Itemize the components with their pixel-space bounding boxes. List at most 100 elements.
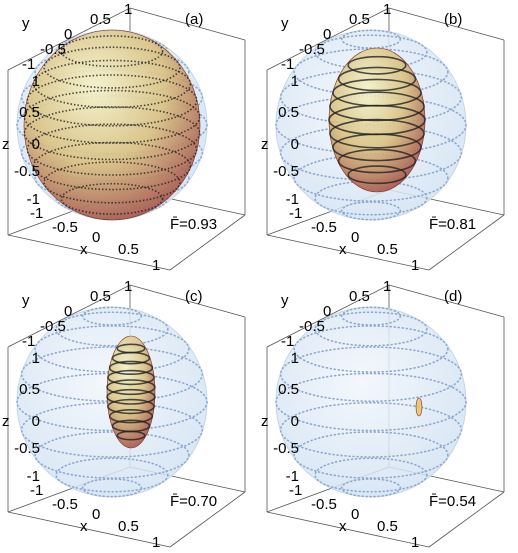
panel-label: (b) — [444, 11, 462, 28]
z-tick-label: -1 — [27, 191, 40, 208]
ellipsoid-ring — [107, 369, 155, 386]
sphere-ring — [314, 457, 428, 493]
ellipsoid-ring — [347, 165, 407, 185]
y-tick-label: 0 — [64, 26, 72, 43]
box-edge — [7, 7, 131, 71]
z-tick-label: 0.5 — [19, 381, 40, 398]
state-ellipsoid — [415, 397, 423, 417]
z-tick-label: -1 — [27, 468, 40, 485]
panel-label: (c) — [185, 288, 203, 305]
ellipsoid-ring — [337, 66, 417, 92]
x-axis-label: x — [80, 518, 88, 535]
panel-label: (a) — [185, 11, 203, 28]
y-tick-label: -0.5 — [40, 318, 66, 335]
box-edge — [428, 214, 505, 271]
ellipsoid-ring — [43, 46, 181, 89]
y-tick-label: 0 — [64, 303, 72, 320]
z-tick-label: -0.5 — [273, 440, 299, 457]
box-edge — [388, 7, 505, 41]
z-axis-label: z — [261, 136, 269, 153]
sphere-ring — [340, 478, 402, 498]
y-tick-label: 0 — [323, 303, 331, 320]
sphere-ring — [55, 311, 169, 347]
y-tick-label: 0.5 — [90, 11, 111, 28]
box-edge — [266, 511, 430, 548]
fidelity: F̄=0.70 — [170, 493, 217, 510]
x-tick-label: 1 — [152, 257, 160, 274]
y-tick-label: 1 — [124, 1, 132, 18]
ellipsoid-ring — [106, 379, 156, 396]
x-tick-label: -0.5 — [52, 219, 78, 236]
x-tick-label: -1 — [30, 482, 43, 499]
x-tick-label: 1 — [152, 534, 160, 551]
y-tick-label: 1 — [124, 278, 132, 295]
x-tick-label: -0.5 — [311, 219, 337, 236]
z-tick-label: 0.5 — [19, 104, 40, 121]
ellipsoid-ring — [108, 360, 154, 376]
y-axis-label: y — [22, 292, 30, 309]
box-edge — [266, 7, 390, 71]
box-edge — [7, 284, 131, 348]
box-edge — [7, 234, 171, 271]
sphere-ring — [340, 306, 402, 326]
y-tick-label: -0.5 — [40, 41, 66, 58]
sphere-ring — [275, 372, 467, 432]
ellipsoid-ring — [60, 35, 164, 68]
ellipsoid-ring — [32, 59, 192, 109]
x-tick-label: -0.5 — [52, 496, 78, 513]
z-tick-label: 1 — [32, 350, 40, 367]
z-tick-label: 0 — [291, 136, 299, 153]
fidelity: F̄=0.54 — [429, 493, 476, 510]
panel-label: (d) — [444, 288, 462, 305]
ellipsoid-ring — [111, 419, 151, 433]
ellipsoid-ring — [347, 55, 407, 75]
y-axis-label: y — [281, 292, 289, 309]
x-tick-label: -1 — [289, 482, 302, 499]
z-tick-label: -0.5 — [14, 440, 40, 457]
sphere-ring — [55, 457, 169, 493]
y-axis-label: y — [281, 15, 289, 32]
y-tick-label: 0.5 — [90, 288, 111, 305]
y-tick-label: 1 — [383, 1, 391, 18]
ellipsoid-ring — [329, 91, 425, 122]
box-edge — [388, 284, 505, 318]
x-axis-label: x — [339, 241, 347, 258]
z-tick-label: -1 — [286, 468, 299, 485]
x-tick-label: 1 — [411, 534, 419, 551]
z-axis-label: z — [2, 413, 10, 430]
ellipsoid-ring — [332, 78, 422, 107]
sphere-ring — [340, 201, 402, 221]
y-tick-label: 1 — [383, 278, 391, 295]
ellipsoid-ring — [26, 123, 198, 176]
box-edge — [266, 234, 430, 271]
ellipsoid-ring — [107, 398, 155, 415]
z-tick-label: 0 — [32, 413, 40, 430]
ellipsoid-ring — [337, 148, 417, 174]
ellipsoid-ring — [26, 74, 198, 127]
ellipsoid-ring — [32, 141, 192, 191]
y-tick-label: -1 — [22, 56, 35, 73]
z-tick-label: -0.5 — [14, 163, 40, 180]
sphere-ring — [20, 346, 204, 403]
sphere-ring — [279, 401, 463, 458]
panel: (a)F̄=0.93yzx-1-0.500.5110.50-0.5-1-1-0.… — [2, 1, 246, 274]
box-edge — [129, 7, 246, 41]
box-edge — [129, 284, 246, 318]
y-axis-label: y — [22, 15, 30, 32]
z-tick-label: 0 — [32, 136, 40, 153]
y-tick-label: -1 — [281, 56, 294, 73]
x-tick-label: 0 — [92, 506, 100, 523]
sphere-ring — [34, 431, 190, 479]
ellipsoid-ring — [116, 343, 146, 354]
box-edge — [169, 214, 246, 271]
z-tick-label: 1 — [291, 350, 299, 367]
ellipsoid-ring — [43, 161, 181, 204]
panel: (b)F̄=0.81yzx-1-0.500.5110.50-0.5-1-1-0.… — [261, 1, 505, 274]
sphere-ring — [293, 325, 449, 373]
sphere-ring — [81, 478, 143, 498]
x-tick-label: -0.5 — [311, 496, 337, 513]
sphere-ring — [340, 29, 402, 49]
box-edge — [266, 284, 390, 348]
sphere-ring — [279, 346, 463, 403]
